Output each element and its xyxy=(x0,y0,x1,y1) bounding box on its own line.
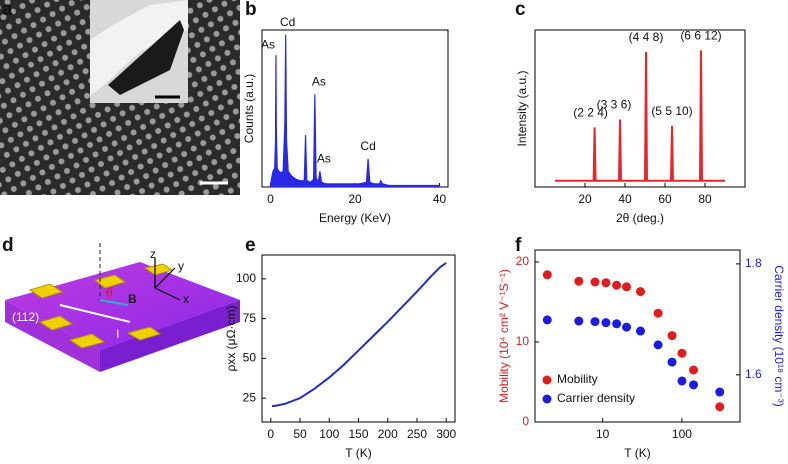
y-axis-label: Intensity (a.u.) xyxy=(515,70,529,146)
y-axis-label: Counts (a.u.) xyxy=(242,74,256,143)
data-point xyxy=(677,348,687,358)
diagram-label: θ xyxy=(106,286,113,300)
data-point xyxy=(590,277,600,287)
panel-label: a xyxy=(2,0,13,20)
data-point xyxy=(542,315,552,325)
data-point xyxy=(542,270,552,280)
y-axis-label: Mobility (10⁴ cm² V⁻¹S⁻¹) xyxy=(497,269,511,403)
spectrum-area xyxy=(269,34,441,188)
y2-tick-label: 1.6 xyxy=(745,367,762,381)
diagram-label: B xyxy=(128,292,137,306)
data-point xyxy=(636,326,646,336)
data-point xyxy=(601,318,611,328)
data-point xyxy=(636,287,646,297)
x-tick-label: 40 xyxy=(433,192,447,206)
x-tick-label: 100 xyxy=(319,427,339,441)
diagram-label: z xyxy=(150,247,156,261)
x-tick-label: 150 xyxy=(348,427,368,441)
y-tick-label: 50 xyxy=(243,351,257,365)
x-tick-label: 20 xyxy=(578,192,592,206)
y-tick-label: 75 xyxy=(243,311,257,325)
x-axis-label: 2θ (deg.) xyxy=(616,211,664,225)
x-tick-label: 200 xyxy=(378,427,398,441)
y-tick-label: 0 xyxy=(522,414,529,428)
peak-label: As xyxy=(317,151,331,165)
data-point xyxy=(574,316,584,326)
data-point xyxy=(601,278,611,288)
x-tick-label: 50 xyxy=(293,427,307,441)
x-tick-label: 40 xyxy=(618,192,632,206)
x-tick-label: 0 xyxy=(267,192,274,206)
plot-frame xyxy=(534,29,746,188)
y-axis-label: ρxx (μΩ·cm) xyxy=(224,305,238,371)
data-point xyxy=(653,340,663,350)
x-axis-label: T (K) xyxy=(345,446,371,460)
panel-label: e xyxy=(245,235,256,256)
peak-label: Cd xyxy=(360,139,375,153)
y2-tick-label: 1.8 xyxy=(745,256,762,270)
diagram-label: y xyxy=(178,259,184,273)
data-point xyxy=(574,276,584,286)
legend-label: Mobility xyxy=(557,372,598,386)
data-point xyxy=(612,319,622,329)
diagram-label: x xyxy=(183,292,189,306)
y-tick-label: 100 xyxy=(236,271,256,285)
plot-frame xyxy=(261,29,449,188)
data-point xyxy=(653,308,663,318)
data-point xyxy=(689,365,699,375)
data-point xyxy=(612,280,622,290)
tem-image xyxy=(0,0,240,195)
diagram-label: I xyxy=(116,327,119,341)
panel-label: d xyxy=(2,235,14,256)
legend-marker xyxy=(542,375,552,385)
data-point xyxy=(667,331,677,341)
data-point xyxy=(715,402,725,412)
data-point xyxy=(622,282,632,292)
x-tick-label: 0 xyxy=(267,427,274,441)
peak-label: (5 5 10) xyxy=(651,104,692,118)
data-point xyxy=(715,387,725,397)
x-tick-label: 20 xyxy=(348,192,362,206)
peak-label: Cd xyxy=(280,15,295,29)
data-line xyxy=(555,50,725,182)
y-tick-label: 25 xyxy=(243,390,257,404)
data-point xyxy=(689,380,699,390)
data-point xyxy=(667,357,677,367)
panel-label: b xyxy=(245,0,257,20)
panel-label: f xyxy=(515,235,522,256)
data-point xyxy=(677,376,687,386)
x-tick-label: 300 xyxy=(436,427,456,441)
data-point xyxy=(590,317,600,327)
x-tick-label: 10 xyxy=(596,427,610,441)
x-axis-label: Energy (KeV) xyxy=(319,211,391,225)
peak-label: As xyxy=(261,37,275,51)
data-point xyxy=(622,322,632,332)
peak-label: (6 6 12) xyxy=(680,29,721,43)
data-line xyxy=(271,262,447,408)
peak-label: (3 3 6) xyxy=(597,98,632,112)
plot-frame xyxy=(261,254,456,423)
diagram-label: (112) xyxy=(12,310,39,324)
peak-label: (4 4 8) xyxy=(629,30,664,44)
x-tick-label: 100 xyxy=(672,427,692,441)
legend-marker xyxy=(542,394,552,404)
y-tick-label: 20 xyxy=(516,254,530,268)
x-tick-label: 250 xyxy=(407,427,427,441)
peak-label: (2 2 4) xyxy=(573,106,608,120)
device-diagram: z y x θ B (112) I xyxy=(5,243,240,372)
legend-label: Carrier density xyxy=(557,391,635,405)
peak-label: As xyxy=(312,75,326,89)
x-tick-label: 60 xyxy=(658,192,672,206)
plot-frame xyxy=(534,249,741,423)
y-tick-label: 10 xyxy=(516,334,530,348)
panel-label: c xyxy=(515,0,526,20)
y2-axis-label: Carrier density (10¹⁸ cm⁻³) xyxy=(772,265,786,406)
x-axis-label: T (K) xyxy=(624,446,650,460)
x-tick-label: 80 xyxy=(698,192,712,206)
